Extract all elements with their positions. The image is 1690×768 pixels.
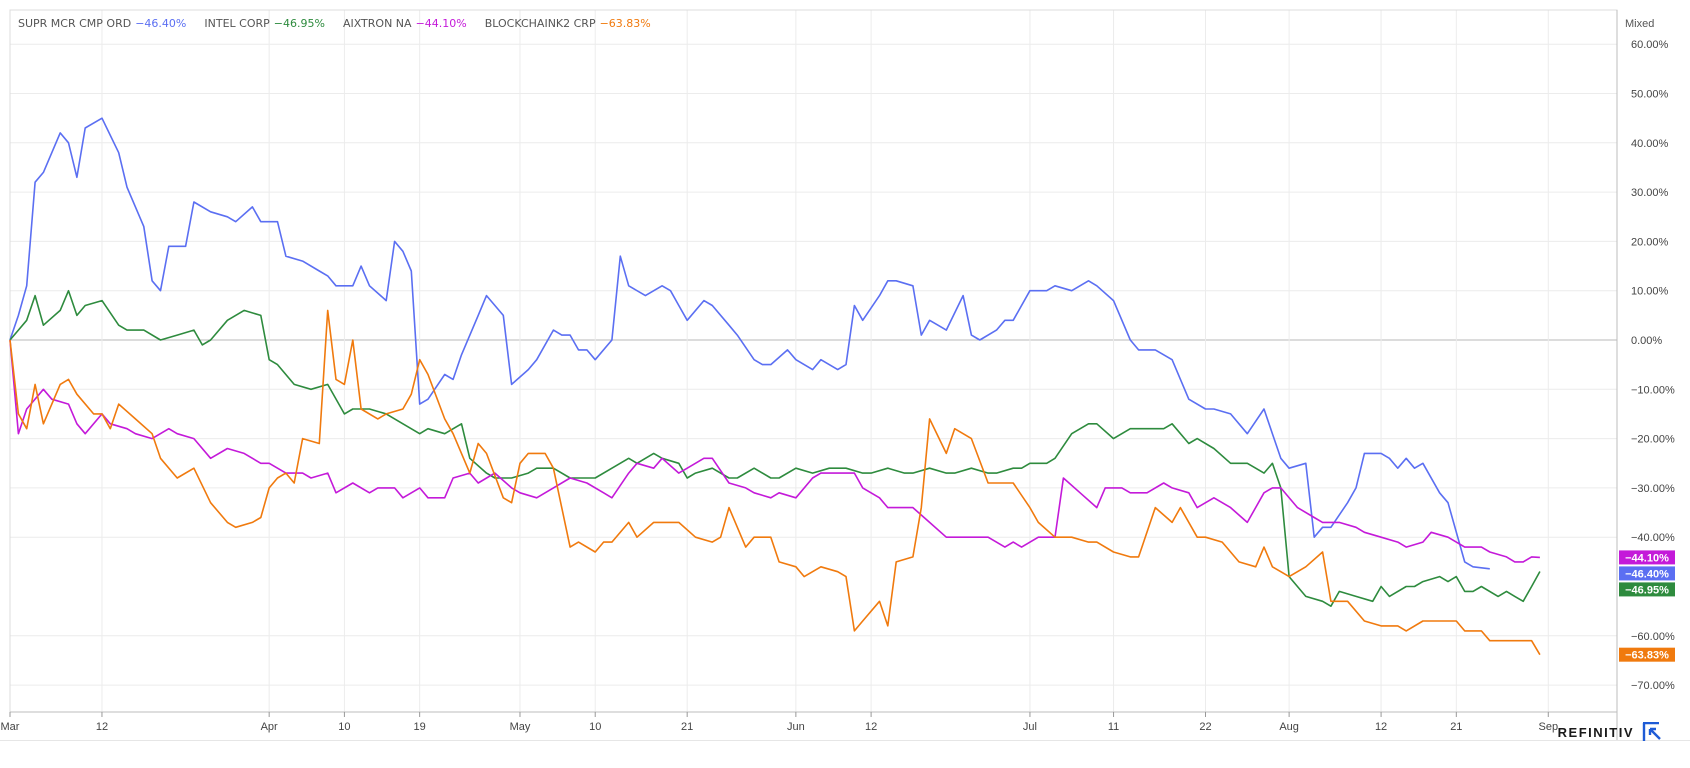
- y-tick-label: 30.00%: [1631, 187, 1669, 199]
- x-tick-label: 22: [1199, 721, 1211, 733]
- legend-series-value: −44.10%: [415, 17, 467, 30]
- x-tick-label: 21: [681, 721, 693, 733]
- last-value-label: −46.95%: [1625, 584, 1669, 596]
- x-tick-label: 19: [414, 721, 426, 733]
- x-tick-label: Aug: [1279, 721, 1299, 733]
- legend-series-value: −63.83%: [599, 17, 651, 30]
- y-tick-label: −70.00%: [1631, 680, 1675, 692]
- x-tick-label: 10: [338, 721, 350, 733]
- y-tick-label: 20.00%: [1631, 236, 1669, 248]
- legend-series-name: AIXTRON NA: [342, 17, 412, 30]
- y-tick-label: −60.00%: [1631, 631, 1675, 643]
- legend-item[interactable]: AIXTRON NA −44.10%: [343, 17, 467, 30]
- y-tick-label: −10.00%: [1631, 384, 1675, 396]
- legend-series-name: INTEL CORP: [204, 17, 270, 30]
- legend-item[interactable]: INTEL CORP −46.95%: [204, 17, 325, 30]
- y-tick-label: 60.00%: [1631, 39, 1669, 51]
- brand-logo: REFINITIV: [1558, 722, 1662, 742]
- x-tick-label: May: [510, 721, 531, 733]
- x-tick-label: Apr: [261, 721, 278, 733]
- x-tick-label: 10: [589, 721, 601, 733]
- last-value-badge: [1619, 647, 1675, 662]
- series-line-aixtron-na[interactable]: [9, 339, 1540, 563]
- legend: SUPR MCR CMP ORD −46.40% INTEL CORP −46.95%…: [18, 17, 669, 30]
- y-axis: 60.00% 50.00% 40.00% 30.00% 20.00% 10.00% 0.00…: [1631, 39, 1675, 692]
- y-tick-label: 0.00%: [1631, 335, 1662, 347]
- grid-lines: [9, 10, 1617, 712]
- legend-series-value: −46.95%: [273, 17, 325, 30]
- last-value-badges: −44.10% −46.40% −46.95% −63.83%: [1619, 550, 1675, 662]
- series-line-blockchaink2-crp[interactable]: [9, 309, 1541, 656]
- x-tick-label: Sep: [1538, 721, 1558, 733]
- x-tick-label: Mar: [1, 721, 20, 733]
- y-tick-label: −30.00%: [1631, 483, 1675, 495]
- legend-series-name: SUPR MCR CMP ORD: [18, 17, 132, 30]
- last-value-badge: [1619, 550, 1675, 565]
- x-tick-label: 12: [96, 721, 108, 733]
- x-tick-label: Jun: [787, 721, 805, 733]
- last-value-label: −46.40%: [1625, 568, 1669, 580]
- x-axis: Mar 12 Apr 10 19 May 10 21 Jun 12 Jul 11 22 Aug 12 21 Se…: [1, 712, 1558, 733]
- refinitiv-logo-icon: [1642, 722, 1661, 741]
- last-value-badge: [1619, 566, 1675, 581]
- x-tick-label: 21: [1450, 721, 1462, 733]
- last-value-label: −63.83%: [1625, 650, 1669, 662]
- legend-series-value: −46.40%: [135, 17, 187, 30]
- legend-item[interactable]: BLOCKCHAINK2 CRP −63.83%: [485, 17, 651, 30]
- y-tick-label: −20.00%: [1631, 434, 1675, 446]
- y-tick-label: −40.00%: [1631, 532, 1675, 544]
- legend-series-name: BLOCKCHAINK2 CRP: [484, 17, 596, 30]
- series-lines[interactable]: [9, 117, 1541, 656]
- bottom-divider: [0, 740, 1690, 741]
- x-tick-label: 12: [1375, 721, 1387, 733]
- legend-item[interactable]: SUPR MCR CMP ORD −46.40%: [18, 17, 186, 30]
- scale-mode-label[interactable]: Mixed: [1625, 18, 1654, 30]
- series-line-supr-mcr-cmp-ord[interactable]: [9, 117, 1490, 570]
- x-tick-label: Jul: [1023, 721, 1037, 733]
- y-tick-label: 50.00%: [1631, 89, 1669, 101]
- plot-frame: [0, 9, 1690, 741]
- y-tick-label: 10.00%: [1631, 286, 1669, 298]
- x-tick-label: 11: [1108, 721, 1119, 733]
- plot-border: [9, 9, 1618, 713]
- y-tick-label: 40.00%: [1631, 138, 1669, 150]
- brand-name: REFINITIV: [1557, 724, 1634, 740]
- last-value-label: −44.10%: [1625, 552, 1669, 564]
- x-tick-label: 12: [865, 721, 877, 733]
- last-value-badge: [1619, 582, 1675, 597]
- series-line-intel-corp[interactable]: [9, 289, 1541, 607]
